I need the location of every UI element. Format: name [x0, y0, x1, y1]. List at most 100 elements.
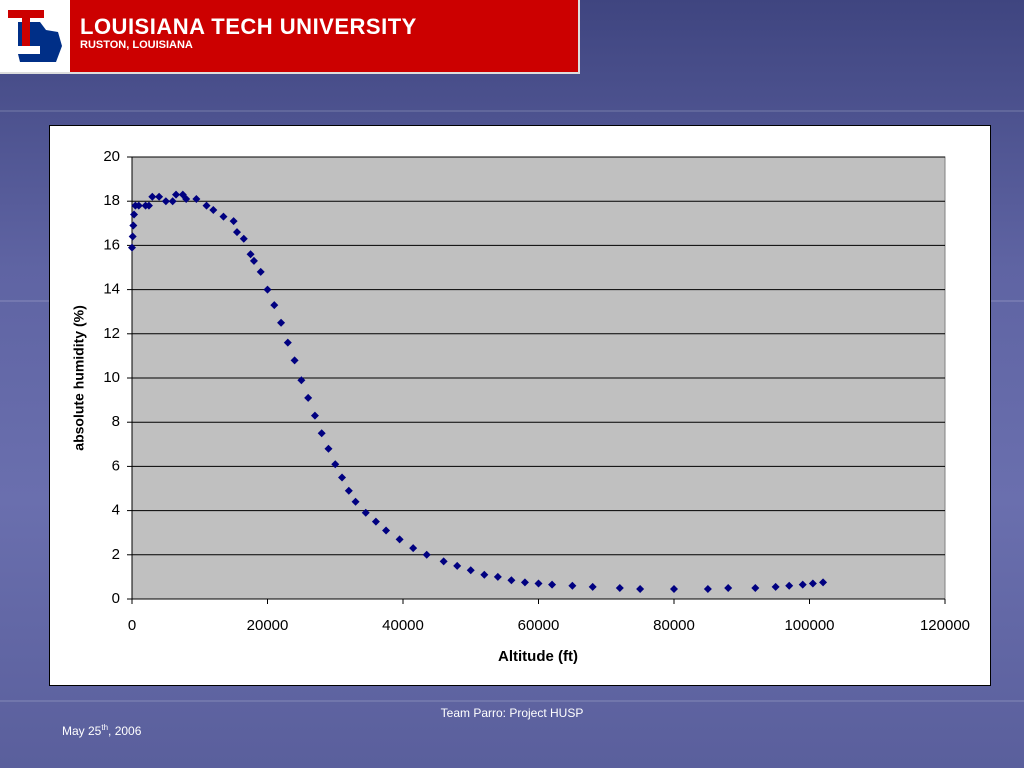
- x-tick-label: 60000: [518, 617, 560, 634]
- data-point: [493, 572, 502, 581]
- data-point: [182, 194, 191, 203]
- y-tick-label: 4: [112, 502, 120, 519]
- data-point: [129, 221, 138, 230]
- footer-team: Team Parro: Project HUSP: [440, 706, 584, 720]
- data-point: [202, 201, 211, 210]
- data-point: [548, 580, 557, 589]
- data-point: [785, 581, 794, 590]
- data-point: [270, 301, 279, 310]
- data-point: [297, 376, 306, 385]
- data-point: [229, 217, 238, 226]
- data-point: [422, 550, 431, 559]
- y-tick-label: 10: [103, 369, 120, 386]
- data-point: [168, 197, 177, 206]
- footer-date: May 25th, 2006: [62, 723, 141, 738]
- university-location: RUSTON, LOUISIANA: [80, 39, 193, 51]
- data-point: [351, 497, 360, 506]
- data-point: [249, 256, 258, 265]
- logo: [0, 0, 70, 72]
- data-point: [507, 576, 516, 585]
- data-point: [155, 192, 164, 201]
- background-band: [0, 110, 1024, 112]
- data-point: [161, 197, 170, 206]
- data-point: [317, 429, 326, 438]
- data-point: [771, 582, 780, 591]
- x-tick-label: 20000: [247, 617, 289, 634]
- data-point: [256, 267, 265, 276]
- data-point: [670, 585, 678, 594]
- data-point: [263, 285, 272, 294]
- y-tick-label: 20: [103, 148, 120, 165]
- y-tick-label: 12: [103, 325, 120, 342]
- y-axis-label: absolute humidity (%): [71, 305, 87, 450]
- data-point: [283, 338, 292, 347]
- y-tick-label: 16: [103, 236, 120, 253]
- date-text: May 25: [62, 724, 102, 738]
- x-axis-label: Altitude (ft): [498, 648, 578, 665]
- data-point: [128, 232, 137, 241]
- date-text: , 2006: [108, 724, 142, 738]
- x-tick-label: 120000: [920, 617, 970, 634]
- data-point: [324, 444, 333, 453]
- data-point: [178, 190, 187, 199]
- data-point: [409, 544, 418, 553]
- data-point: [588, 582, 597, 591]
- data-point: [798, 580, 807, 589]
- data-point: [344, 486, 353, 495]
- data-point: [246, 250, 255, 259]
- x-tick-label: 0: [128, 617, 136, 634]
- x-tick-label: 100000: [784, 617, 834, 634]
- data-point: [233, 228, 242, 237]
- data-point: [148, 192, 157, 201]
- logo-graphic: [8, 10, 62, 62]
- data-point: [615, 583, 624, 592]
- data-point: [310, 411, 319, 420]
- y-tick-label: 6: [112, 457, 120, 474]
- data-point: [808, 579, 817, 588]
- chart: Altitude (ft) absolute humidity (%) 0 2 4 6…: [71, 148, 970, 665]
- data-point: [134, 201, 143, 210]
- background-band: [0, 700, 1024, 702]
- data-point: [466, 566, 475, 575]
- chart-frame: Altitude (ft) absolute humidity (%) 0 2 4 6…: [49, 125, 991, 686]
- data-point: [382, 526, 391, 535]
- data-point: [636, 585, 645, 594]
- data-point: [338, 473, 347, 482]
- data-point: [439, 557, 448, 566]
- data-point: [534, 579, 543, 588]
- data-point: [304, 393, 313, 402]
- y-tick-label: 18: [103, 192, 120, 209]
- data-point: [290, 356, 299, 365]
- data-point: [331, 460, 340, 469]
- x-tick-label: 40000: [382, 617, 424, 634]
- data-point: [192, 194, 201, 203]
- data-point: [219, 212, 228, 221]
- data-point: [480, 570, 489, 579]
- data-point: [520, 578, 529, 587]
- data-point: [751, 583, 760, 592]
- data-point: [371, 517, 380, 526]
- x-tick-label: 80000: [653, 617, 695, 634]
- header-banner: LOUISIANA TECH UNIVERSITY RUSTON, LOUISI…: [0, 0, 580, 74]
- data-point: [819, 578, 828, 587]
- data-point: [703, 585, 712, 594]
- data-point: [453, 561, 462, 570]
- data-point: [130, 210, 139, 219]
- data-point: [128, 243, 136, 252]
- data-point: [209, 206, 218, 215]
- y-tick-label: 2: [112, 546, 120, 563]
- y-tick-label: 14: [103, 281, 120, 298]
- data-point: [172, 190, 181, 199]
- data-point: [361, 508, 370, 517]
- data-point: [144, 201, 153, 210]
- y-tick-label: 8: [112, 413, 120, 430]
- data-point: [395, 535, 404, 544]
- data-point: [568, 581, 577, 590]
- y-tick-label: 0: [112, 590, 120, 607]
- data-point: [239, 234, 248, 243]
- data-point: [277, 318, 286, 327]
- date-suffix: th: [101, 723, 109, 732]
- university-name: LOUISIANA TECH UNIVERSITY: [80, 14, 417, 39]
- data-point: [724, 583, 733, 592]
